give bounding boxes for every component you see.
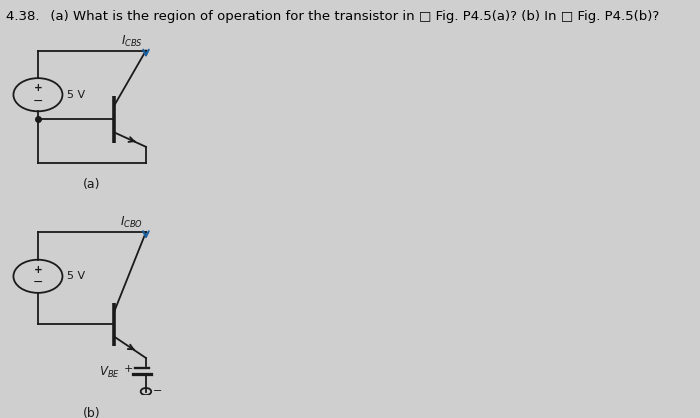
Text: +: +: [124, 364, 133, 374]
Text: (a): (a): [83, 178, 101, 191]
Text: $I_{CBS}$: $I_{CBS}$: [121, 33, 143, 48]
Text: 5 V: 5 V: [67, 271, 85, 281]
Text: +: +: [34, 84, 42, 94]
Text: −: −: [33, 276, 43, 289]
Text: −: −: [33, 94, 43, 107]
Text: $I_{CBO}$: $I_{CBO}$: [120, 215, 143, 230]
Text: $V_{BE}$: $V_{BE}$: [99, 365, 120, 380]
Text: +: +: [34, 265, 42, 275]
Circle shape: [141, 388, 151, 395]
Text: (b): (b): [83, 407, 101, 418]
Text: 5 V: 5 V: [67, 90, 85, 100]
Text: −: −: [153, 386, 162, 396]
Text: 4.38.  (a) What is the region of operation for the transistor in □ Fig. P4.5(a)?: 4.38. (a) What is the region of operatio…: [6, 10, 659, 23]
